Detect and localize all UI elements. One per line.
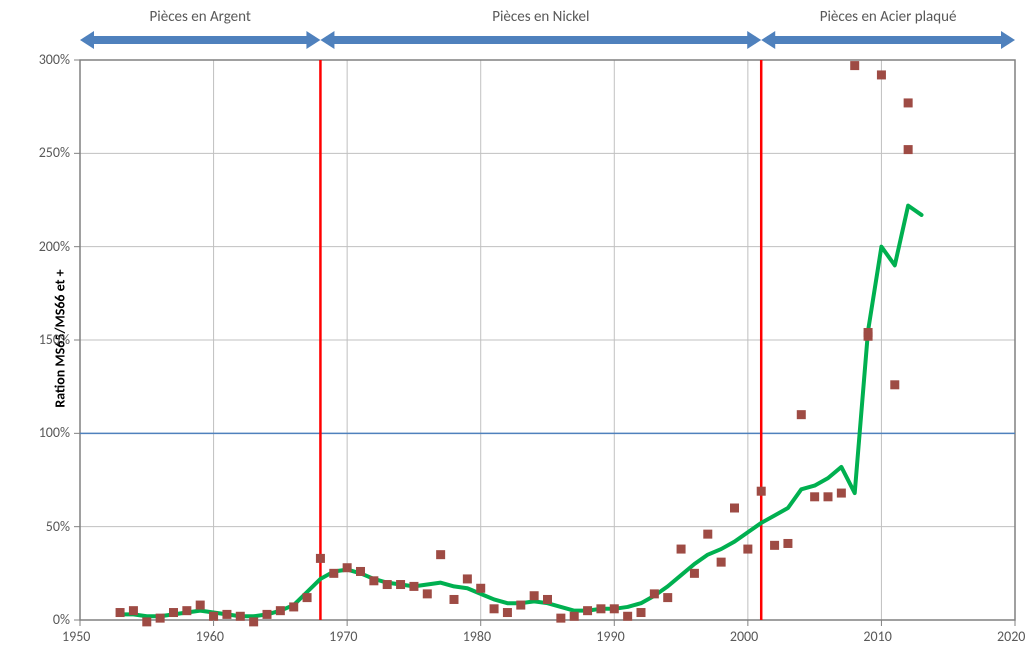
y-tick-label: 250% (39, 144, 70, 161)
x-tick-label: 1970 (329, 628, 357, 645)
period-label: Pièces en Nickel (492, 8, 589, 26)
period-label: Pièces en Acier plaqué (820, 8, 957, 26)
y-tick-label: 300% (39, 51, 70, 68)
ratio-chart: Ration MS65/MS66 et + Pièces en ArgentPi… (0, 0, 1028, 665)
x-tick-label: 1950 (62, 628, 90, 645)
x-tick-label: 1960 (196, 628, 224, 645)
chart-svg (0, 0, 1028, 665)
y-tick-label: 150% (39, 331, 70, 348)
x-tick-label: 2020 (997, 628, 1025, 645)
x-tick-label: 1980 (463, 628, 491, 645)
x-tick-label: 2000 (730, 628, 758, 645)
x-tick-label: 1990 (596, 628, 624, 645)
x-tick-label: 2010 (863, 628, 891, 645)
y-tick-label: 0% (53, 611, 70, 628)
y-tick-label: 200% (39, 238, 70, 255)
y-tick-label: 50% (46, 518, 70, 535)
y-tick-label: 100% (39, 424, 70, 441)
period-label: Pièces en Argent (150, 8, 251, 26)
